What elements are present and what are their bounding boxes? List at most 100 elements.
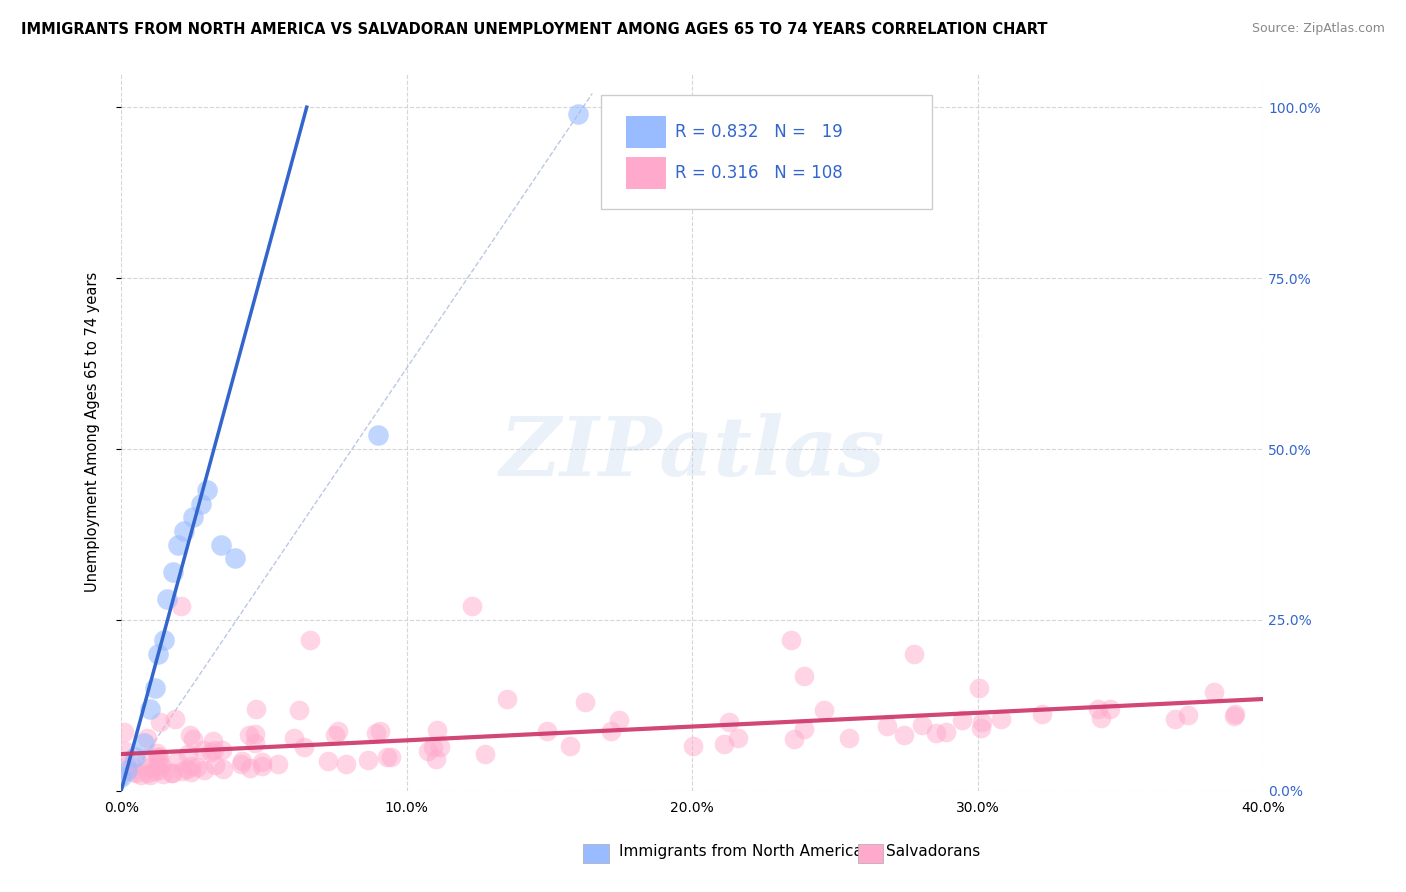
Text: ZIPatlas: ZIPatlas — [499, 414, 884, 493]
Point — [209, 538, 232, 552]
Point — [950, 713, 973, 727]
Point — [893, 728, 915, 742]
Point — [167, 538, 190, 552]
Point — [162, 766, 184, 780]
Point — [148, 647, 170, 661]
Point — [1098, 701, 1121, 715]
Point — [176, 747, 198, 761]
Point — [145, 681, 167, 696]
Point — [132, 736, 155, 750]
Point — [212, 762, 235, 776]
Text: R = 0.832   N =   19: R = 0.832 N = 19 — [675, 123, 842, 141]
Point — [224, 551, 246, 566]
Point — [121, 765, 143, 780]
Point — [110, 770, 132, 784]
Point — [179, 728, 201, 742]
Point — [136, 751, 159, 765]
Point — [368, 724, 391, 739]
Point — [172, 764, 194, 778]
Point — [1090, 710, 1112, 724]
Point — [560, 739, 582, 754]
Point — [148, 750, 170, 764]
Point — [239, 760, 262, 774]
FancyBboxPatch shape — [600, 95, 932, 210]
Point — [148, 750, 170, 764]
Point — [793, 723, 815, 737]
Point — [838, 731, 860, 745]
Point — [136, 766, 159, 780]
Point — [183, 732, 205, 747]
Point — [780, 633, 803, 648]
Point — [129, 768, 152, 782]
Point — [148, 757, 170, 772]
Point — [162, 565, 184, 579]
Point — [316, 754, 339, 768]
Text: Source: ZipAtlas.com: Source: ZipAtlas.com — [1251, 22, 1385, 36]
Point — [429, 740, 451, 755]
Point — [970, 722, 993, 736]
Point — [609, 713, 631, 727]
Point — [138, 702, 160, 716]
Point — [970, 714, 993, 729]
Point — [1164, 712, 1187, 726]
Bar — [626, 157, 666, 189]
Point — [298, 633, 321, 648]
Point — [474, 747, 496, 761]
Y-axis label: Unemployment Among Ages 65 to 74 years: Unemployment Among Ages 65 to 74 years — [86, 272, 100, 592]
Point — [969, 681, 991, 696]
Point — [245, 736, 267, 750]
Point — [121, 759, 143, 773]
Point — [200, 745, 222, 759]
Point — [238, 728, 260, 742]
Point — [495, 692, 517, 706]
Point — [461, 599, 484, 614]
Point — [115, 764, 138, 778]
Point — [903, 647, 925, 661]
Point — [935, 725, 957, 739]
Point — [536, 723, 558, 738]
Point — [170, 599, 193, 614]
Point — [1087, 702, 1109, 716]
Point — [925, 726, 948, 740]
Point — [727, 731, 749, 746]
Point — [135, 731, 157, 745]
Point — [153, 633, 176, 648]
Point — [152, 766, 174, 780]
Point — [180, 765, 202, 780]
Point — [813, 703, 835, 717]
Point — [1202, 685, 1225, 699]
Text: Immigrants from North America: Immigrants from North America — [619, 845, 862, 859]
Point — [193, 763, 215, 777]
Point — [335, 756, 357, 771]
Point — [204, 757, 226, 772]
Point — [292, 739, 315, 754]
Point — [377, 749, 399, 764]
Point — [190, 497, 212, 511]
Point — [139, 759, 162, 773]
Point — [145, 764, 167, 779]
Point — [567, 107, 589, 121]
Point — [176, 762, 198, 776]
Point — [323, 728, 346, 742]
Point — [231, 755, 253, 769]
Point — [1177, 708, 1199, 723]
Point — [139, 768, 162, 782]
Point — [162, 766, 184, 780]
Bar — [626, 116, 666, 148]
Point — [148, 763, 170, 777]
Point — [574, 695, 596, 709]
Point — [876, 719, 898, 733]
Point — [1223, 708, 1246, 723]
Point — [125, 766, 148, 780]
Point — [287, 703, 309, 717]
Point — [600, 723, 623, 738]
Point — [146, 746, 169, 760]
Point — [418, 744, 440, 758]
Point — [229, 757, 252, 772]
Point — [328, 723, 350, 738]
Point — [201, 734, 224, 748]
Text: IMMIGRANTS FROM NORTH AMERICA VS SALVADORAN UNEMPLOYMENT AMONG AGES 65 TO 74 YEA: IMMIGRANTS FROM NORTH AMERICA VS SALVADO… — [21, 22, 1047, 37]
Point — [426, 723, 449, 737]
Point — [267, 757, 290, 772]
Point — [195, 483, 218, 497]
